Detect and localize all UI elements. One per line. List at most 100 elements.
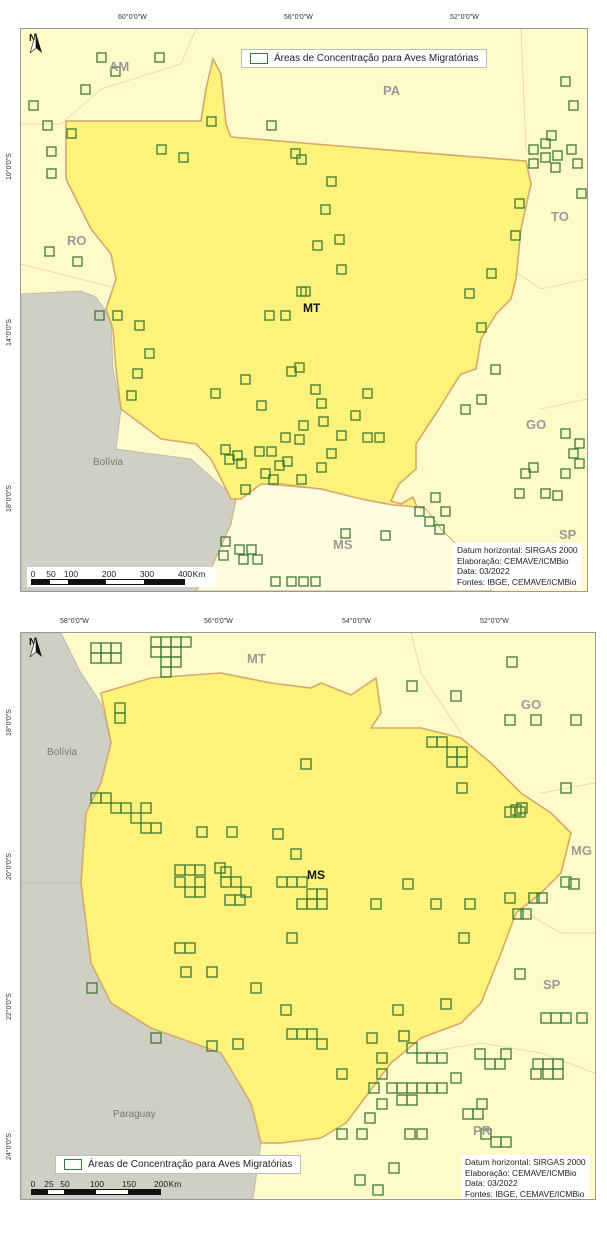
- migratory-area-cell: [560, 468, 571, 479]
- legend: Áreas de Concentração para Aves Migratór…: [55, 1155, 302, 1174]
- migratory-area-cell: [254, 446, 265, 457]
- migratory-area-cell: [504, 892, 516, 904]
- migratory-area-cell: [252, 554, 263, 565]
- migratory-area-cell: [476, 1098, 488, 1110]
- migratory-area-cell: [264, 310, 275, 321]
- migratory-area-cell: [272, 828, 284, 840]
- migratory-area-cell: [514, 488, 525, 499]
- migratory-area-cell: [46, 168, 57, 179]
- migratory-area-cell: [568, 100, 579, 111]
- migratory-area-cell: [460, 404, 471, 415]
- migratory-area-cell: [286, 366, 297, 377]
- migratory-area-cell: [296, 154, 307, 165]
- scale-unit: Km: [168, 1179, 182, 1189]
- ms-focus-label: MS: [307, 868, 325, 882]
- migratory-area-cell: [194, 886, 206, 898]
- scale-unit: Km: [192, 569, 206, 579]
- scale-bar: 0 50 100 200 300 400 Km: [27, 567, 215, 587]
- migratory-area-cell: [326, 448, 337, 459]
- migratory-area-cell: [206, 1040, 218, 1052]
- migratory-area-cell: [290, 848, 302, 860]
- neighbor-label-sp: SP: [559, 527, 577, 542]
- migratory-area-cell: [520, 908, 532, 920]
- migratory-area-cell: [340, 528, 351, 539]
- migratory-area-cell: [406, 680, 418, 692]
- migratory-area-cell: [206, 116, 217, 127]
- migratory-area-cell: [110, 652, 122, 664]
- neighbor-label-go: GO: [526, 417, 547, 432]
- north-arrow-icon: [29, 33, 42, 53]
- north-arrow-icon: [29, 637, 42, 657]
- migratory-area-cell: [476, 394, 487, 405]
- lat-label: 22°0'0"S: [6, 993, 13, 1020]
- migratory-area-cell: [504, 714, 516, 726]
- legend-swatch-icon: [64, 1159, 82, 1170]
- neighbor-label-ro: RO: [67, 233, 87, 248]
- migratory-area-cell: [366, 1032, 378, 1044]
- migratory-area-cell: [334, 234, 345, 245]
- migratory-area-cell: [126, 390, 137, 401]
- scale-bar-graphic: [31, 579, 185, 585]
- migratory-area-cell: [114, 712, 126, 724]
- migratory-area-cell: [220, 866, 232, 878]
- migratory-area-cell: [256, 400, 267, 411]
- migratory-area-cell: [520, 468, 531, 479]
- scale-tick: 50: [46, 569, 56, 579]
- migratory-area-cell: [280, 1004, 292, 1016]
- migratory-area-cell: [362, 388, 373, 399]
- migratory-area-cell: [506, 656, 518, 668]
- migratory-area-cell: [318, 416, 329, 427]
- migratory-area-cell: [552, 490, 563, 501]
- scale-tick: 150: [121, 1179, 137, 1189]
- migratory-area-cell: [274, 460, 285, 471]
- migratory-area-cell: [310, 576, 321, 587]
- migratory-area-cell: [196, 826, 208, 838]
- migratory-area-cell: [298, 420, 309, 431]
- lon-label: 56°0'0"W: [284, 14, 313, 21]
- migratory-area-cell: [406, 1042, 418, 1054]
- migratory-area-cell: [214, 862, 226, 874]
- migratory-area-cell: [156, 144, 167, 155]
- migratory-area-cell: [574, 438, 585, 449]
- neighbor-label-ms: MS: [333, 537, 353, 552]
- migratory-area-cell: [290, 148, 301, 159]
- credit-line: Datum horizontal: SIRGAS 2000: [457, 545, 578, 555]
- migratory-area-cell: [232, 1038, 244, 1050]
- migratory-area-cell: [160, 666, 172, 678]
- migratory-cells-mt: [28, 52, 587, 587]
- migratory-area-cell: [86, 982, 98, 994]
- neighbor-label-pa: PA: [383, 83, 401, 98]
- migratory-area-cell: [440, 998, 452, 1010]
- migratory-area-cell: [530, 1068, 542, 1080]
- migratory-area-cell: [540, 152, 551, 163]
- migratory-area-cell: [194, 864, 206, 876]
- migratory-area-cell: [132, 368, 143, 379]
- migratory-area-cell: [398, 1030, 410, 1042]
- migratory-area-cell: [546, 130, 557, 141]
- migratory-area-cell: [178, 152, 189, 163]
- migratory-area-cell: [372, 1184, 384, 1196]
- migratory-area-cell: [280, 432, 291, 443]
- migratory-area-cell: [316, 398, 327, 409]
- migratory-area-cell: [210, 388, 221, 399]
- neighbor-label-mt: MT: [247, 651, 266, 666]
- migratory-area-cell: [298, 576, 309, 587]
- migratory-area-cell: [458, 932, 470, 944]
- migratory-area-cell: [46, 146, 57, 157]
- migratory-area-cell: [512, 908, 524, 920]
- migratory-area-cell: [474, 1048, 486, 1060]
- migratory-area-cell: [110, 66, 121, 77]
- credit-line: Fontes: IBGE, CEMAVE/ICMBio: [465, 1188, 585, 1199]
- migratory-area-cell: [552, 1068, 564, 1080]
- migratory-area-cell: [430, 492, 441, 503]
- lon-label: 58°0'0"W: [60, 618, 89, 625]
- migratory-area-cell: [234, 894, 246, 906]
- legend-label: Áreas de Concentração para Aves Migratór…: [88, 1159, 293, 1170]
- migratory-area-cell: [286, 932, 298, 944]
- migratory-area-cell: [316, 462, 327, 473]
- map-credits: Datum horizontal: SIRGAS 2000 Elaboração…: [461, 1155, 590, 1199]
- lat-label: 18°0'0"S: [6, 485, 13, 512]
- migratory-area-cell: [560, 76, 571, 87]
- migratory-area-cell: [416, 1128, 428, 1140]
- migratory-area-cell: [392, 1004, 404, 1016]
